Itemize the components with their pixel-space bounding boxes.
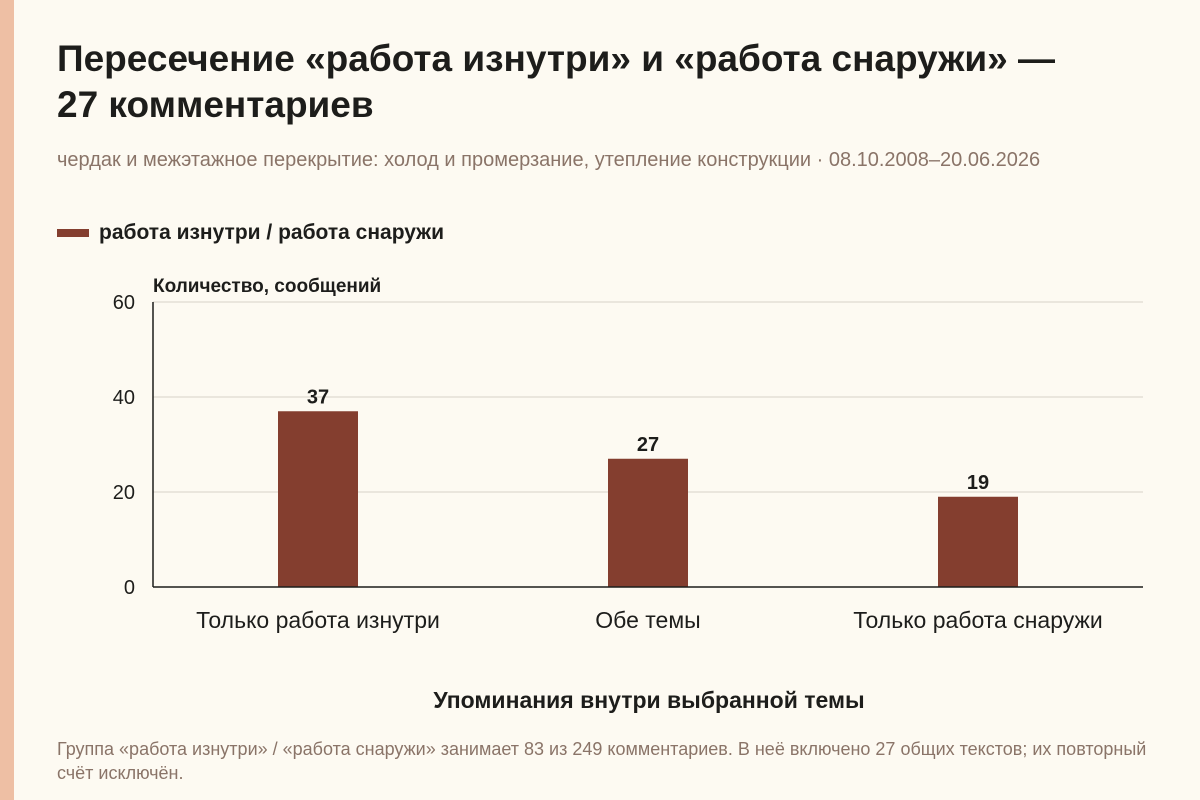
axes (152, 302, 1143, 588)
bar-value-label: 19 (967, 472, 989, 494)
legend-label: работа изнутри / работа снаружи (99, 221, 444, 244)
left-accent-bar (0, 0, 14, 800)
bars (278, 411, 1018, 587)
legend-swatch (57, 229, 89, 237)
footnote: Группа «работа изнутри» / «работа снаруж… (57, 739, 1147, 783)
y-tick-label: 20 (113, 482, 135, 504)
chart-labels: Количество, сообщений Упоминания внутри … (113, 276, 1103, 713)
x-axis-label: Упоминания внутри выбранной темы (433, 687, 864, 713)
bar (938, 496, 1018, 587)
bar-value-label: 37 (307, 386, 329, 408)
x-tick-label: Только работа снаружи (853, 607, 1102, 633)
bar (608, 458, 688, 587)
y-tick-label: 0 (124, 577, 135, 599)
chart-subtitle: чердак и межэтажное перекрытие: холод и … (57, 149, 1041, 171)
x-tick-label: Обе темы (595, 607, 700, 633)
x-tick-label: Только работа изнутри (196, 607, 440, 633)
legend: работа изнутри / работа снаружи (57, 220, 444, 246)
bar-value-label: 27 (637, 434, 659, 456)
chart-title: Пересечение «работа изнутри» и «работа с… (57, 38, 1055, 125)
y-tick-label: 40 (113, 387, 135, 409)
y-tick-label: 60 (113, 292, 135, 314)
y-axis-label: Количество, сообщений (153, 276, 381, 297)
bar (278, 411, 358, 587)
